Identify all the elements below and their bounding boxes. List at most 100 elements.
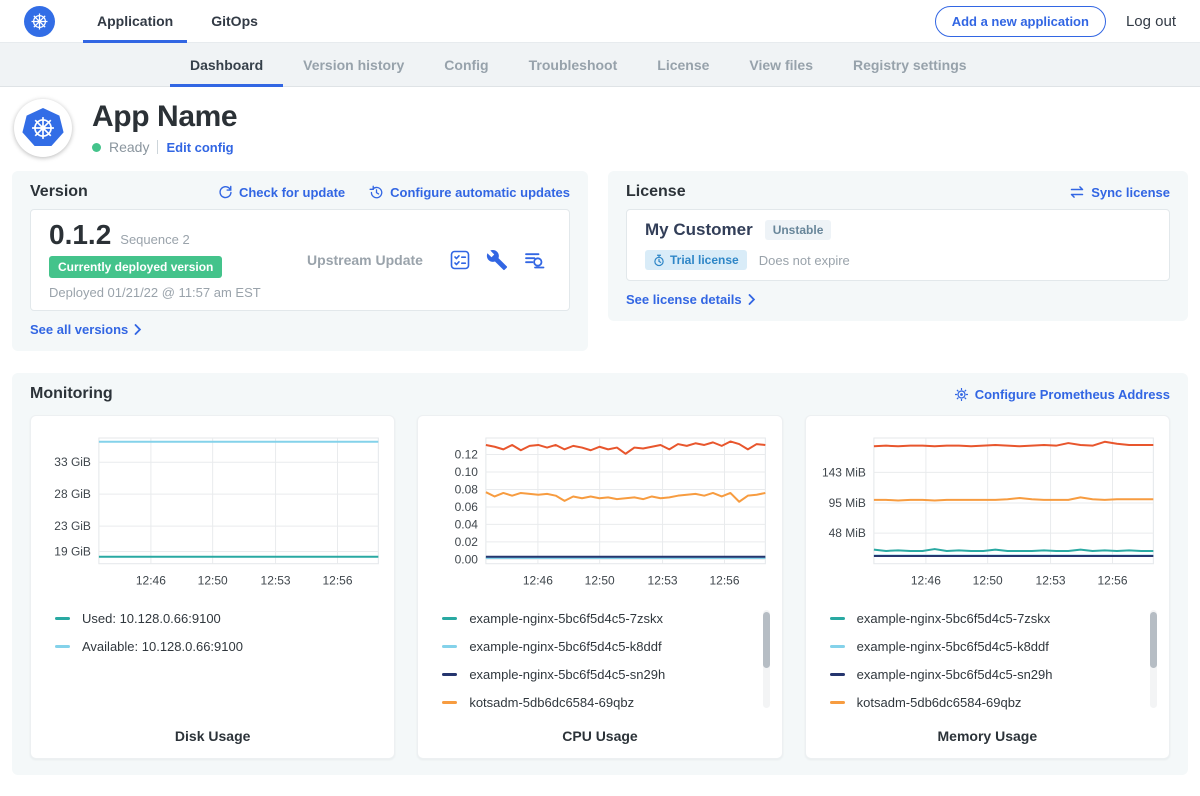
tab-label: GitOps <box>211 13 258 29</box>
legend-swatch <box>829 616 845 620</box>
tab-label: Dashboard <box>190 56 264 73</box>
legend-item: example-nginx-5bc6f5d4c5-7zskx <box>442 610 771 627</box>
tab-dashboard[interactable]: Dashboard <box>170 43 284 87</box>
tab-label: Troubleshoot <box>528 56 618 73</box>
sync-license-link[interactable]: Sync license <box>1069 185 1170 200</box>
svg-text:48 MiB: 48 MiB <box>828 526 865 540</box>
chevron-right-icon <box>134 324 142 335</box>
legend-label: example-nginx-5bc6f5d4c5-7zskx <box>469 610 663 626</box>
stopwatch-icon <box>654 254 664 266</box>
tab-label: View files <box>749 56 813 73</box>
tab-gitops[interactable]: GitOps <box>197 0 272 42</box>
svg-text:0.10: 0.10 <box>455 465 479 479</box>
legend-swatch <box>829 672 845 676</box>
legend-swatch <box>442 672 458 676</box>
tab-label: Config <box>444 56 489 73</box>
version-number: 0.1.2 <box>49 219 112 250</box>
legend-item: example-nginx-5bc6f5d4c5-7zskx <box>829 610 1159 627</box>
legend-label: example-nginx-5bc6f5d4c5-k8ddf <box>856 638 1049 654</box>
svg-text:12:46: 12:46 <box>911 574 941 588</box>
legend-swatch <box>442 644 458 648</box>
tab-version-history[interactable]: Version history <box>283 43 424 86</box>
legend-scrollbar[interactable] <box>1149 609 1157 708</box>
link-label: See license details <box>626 292 742 307</box>
legend-scrollbar-thumb[interactable] <box>1149 611 1157 668</box>
badge-label: Trial license <box>670 253 739 267</box>
configure-prometheus-link[interactable]: Configure Prometheus Address <box>954 387 1170 402</box>
svg-text:0.02: 0.02 <box>455 535 479 549</box>
legend-swatch <box>829 644 845 648</box>
legend-label: kotsadm-5db6dc6584-69qbz <box>856 694 1022 710</box>
check-for-update-link[interactable]: Check for update <box>218 185 345 200</box>
chevron-right-icon <box>748 294 755 305</box>
charts-row: 33 GiB 28 GiB 23 GiB 19 GiB 12:46 12:50 12:53 1… <box>30 415 1170 759</box>
svg-text:23 GiB: 23 GiB <box>54 519 91 533</box>
tab-view-files[interactable]: View files <box>729 43 833 86</box>
see-license-details-link[interactable]: See license details <box>626 292 756 307</box>
legend-label: example-nginx-5bc6f5d4c5-k8ddf <box>469 638 662 654</box>
app-subnav: Dashboard Version history Config Troublesho… <box>0 43 1200 87</box>
svg-text:0.06: 0.06 <box>455 500 479 514</box>
chart-legend: Used: 10.128.0.66:9100 Available: 10.128.… <box>41 610 384 722</box>
legend-item: example-nginx-5bc6f5d4c5-k8ddf <box>829 638 1159 655</box>
config-wrench-icon[interactable] <box>486 249 508 271</box>
svg-text:12:56: 12:56 <box>710 574 740 588</box>
deployed-timestamp: Deployed 01/21/22 @ 11:57 am EST <box>49 285 261 300</box>
legend-swatch <box>442 616 458 620</box>
svg-text:95 MiB: 95 MiB <box>828 496 865 510</box>
edit-config-link[interactable]: Edit config <box>166 139 234 155</box>
svg-text:12:50: 12:50 <box>585 574 615 588</box>
tab-registry-settings[interactable]: Registry settings <box>833 43 987 86</box>
add-application-button[interactable]: Add a new application <box>934 5 1106 37</box>
legend-item: example-nginx-5bc6f5d4c5-sn29h <box>829 666 1159 683</box>
license-card: License Sync license My Customer Unstabl… <box>608 171 1188 321</box>
deployed-badge: Currently deployed version <box>49 256 223 278</box>
preflight-checks-icon[interactable] <box>449 249 471 271</box>
license-panel: My Customer Unstable Trial license Does … <box>626 209 1170 281</box>
view-diff-icon[interactable] <box>523 249 545 271</box>
tab-troubleshoot[interactable]: Troubleshoot <box>509 43 638 86</box>
chart-legend: example-nginx-5bc6f5d4c5-7zskx example-ng… <box>816 609 1159 722</box>
divider <box>157 140 159 154</box>
link-label: Configure automatic updates <box>390 184 570 200</box>
tab-label: Registry settings <box>852 56 967 73</box>
legend-label: Available: 10.128.0.66:9100 <box>82 638 243 654</box>
legend-label: kotsadm-5db6dc6584-69qbz <box>469 694 635 710</box>
status-dot <box>92 142 101 152</box>
app-status-row: Ready Edit config <box>92 139 237 155</box>
legend-item: kotsadm-5db6dc6584-69qbz <box>829 694 1159 711</box>
current-version-panel: 0.1.2 Sequence 2 Currently deployed versi… <box>30 209 570 311</box>
topnav-actions: Add a new application Log out <box>934 0 1176 42</box>
license-type-badge: Trial license <box>645 250 747 270</box>
legend-scrollbar-thumb[interactable] <box>762 611 770 668</box>
svg-text:33 GiB: 33 GiB <box>54 455 91 469</box>
tab-config[interactable]: Config <box>424 43 508 86</box>
refresh-icon <box>219 185 232 198</box>
svg-text:12:46: 12:46 <box>523 574 553 588</box>
kubernetes-logo-icon[interactable] <box>24 5 55 37</box>
tab-application[interactable]: Application <box>83 0 188 43</box>
configure-automatic-updates-link[interactable]: Configure automatic updates <box>369 185 570 200</box>
see-all-versions-link[interactable]: See all versions <box>30 322 142 337</box>
chart-title: CPU Usage <box>562 727 638 744</box>
tab-label: Version history <box>303 56 405 73</box>
chart-title: Disk Usage <box>174 727 251 744</box>
tab-label: License <box>657 56 710 73</box>
legend-swatch <box>55 616 70 620</box>
link-label: Sync license <box>1091 184 1170 200</box>
license-card-title: License <box>626 183 686 200</box>
version-sequence: Sequence 2 <box>120 232 190 247</box>
svg-text:19 GiB: 19 GiB <box>54 545 91 559</box>
svg-text:12:53: 12:53 <box>648 574 678 588</box>
legend-scrollbar[interactable] <box>762 609 770 708</box>
svg-text:12:56: 12:56 <box>1097 574 1127 588</box>
svg-text:0.00: 0.00 <box>455 552 479 566</box>
memory-usage-chart-card: 143 MiB 95 MiB 48 MiB 12:46 12:50 12:53 12:56 … <box>804 415 1170 759</box>
app-status: Ready <box>109 139 150 155</box>
logout-button[interactable]: Log out <box>1125 12 1176 30</box>
kubernetes-heptagon-icon <box>22 108 64 146</box>
svg-text:12:53: 12:53 <box>261 574 291 588</box>
link-label: Configure Prometheus Address <box>974 386 1170 402</box>
chart-title: Memory Usage <box>937 727 1038 744</box>
tab-license[interactable]: License <box>637 43 729 86</box>
